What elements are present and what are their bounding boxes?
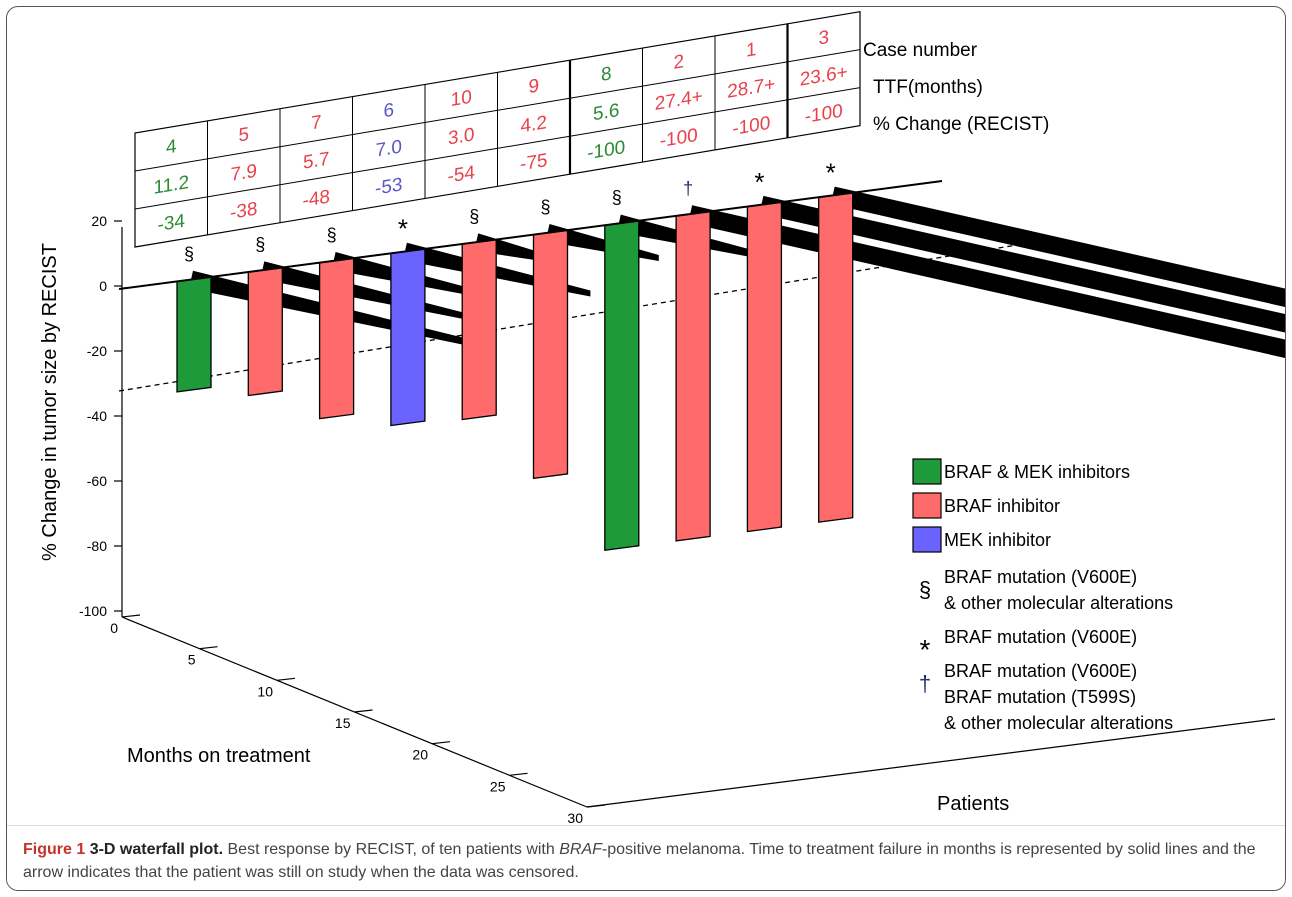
table-case-number: 3 — [818, 27, 829, 50]
legend-marker-text: & other molecular alterations — [944, 593, 1173, 613]
z-tick-label: 0 — [110, 620, 118, 636]
ttf-arrow — [759, 195, 1285, 333]
table-case-number: 9 — [528, 75, 539, 98]
legend-marker-symbol: * — [920, 634, 931, 665]
bar-3 — [818, 191, 854, 523]
mutation-marker: † — [683, 178, 693, 198]
legend-marker-symbol: § — [919, 577, 931, 602]
z-tick-label: 15 — [335, 715, 351, 731]
bar-9 — [532, 229, 569, 480]
z-tick-label: 5 — [188, 652, 196, 668]
caption-text-after: -positive melanoma. Time to treatment fa… — [23, 841, 1256, 881]
table-ttf: 7.0 — [376, 136, 402, 161]
z-tick-label: 10 — [257, 683, 273, 699]
figure-caption: Figure 1 3-D waterfall plot. Best respon… — [7, 825, 1285, 890]
y-tick-label: -20 — [87, 343, 107, 359]
legend-marker-text: BRAF mutation (T599S) — [944, 687, 1136, 707]
zero-line — [118, 180, 943, 290]
legend-label-braf: BRAF inhibitor — [944, 496, 1060, 516]
y-tick-label: -80 — [87, 538, 107, 554]
caption-italic: BRAF — [559, 841, 602, 858]
table-change: -53 — [375, 174, 402, 199]
mutation-marker: § — [255, 234, 265, 254]
legend-label-mek: MEK inhibitor — [944, 530, 1051, 550]
z-tick-label: 30 — [567, 810, 583, 825]
waterfall-chart: 200-20-40-60-80-100% Change in tumor siz… — [39, 10, 1285, 825]
mutation-marker: * — [398, 214, 408, 244]
table-ttf: 5.6 — [593, 100, 619, 125]
mutation-marker: * — [754, 167, 764, 197]
bar-6 — [390, 248, 426, 427]
x-axis-title: Patients — [937, 793, 1009, 815]
legend-swatch-braf — [912, 492, 942, 519]
ttf-arrow — [830, 186, 1285, 307]
caption-text-before: Best response by RECIST, of ten patients… — [223, 841, 560, 858]
table-case-number: 5 — [238, 124, 249, 147]
legend-marker-text: BRAF mutation (V600E) — [944, 567, 1137, 587]
table-ttf: 7.9 — [231, 161, 257, 186]
y-tick-label: -100 — [79, 603, 107, 619]
table-row-label-ttf: TTF(months) — [873, 77, 983, 98]
table-change: -48 — [303, 186, 330, 211]
y-tick-label: -40 — [87, 408, 107, 424]
table-change: -38 — [230, 199, 257, 224]
table-ttf: 5.7 — [303, 149, 329, 174]
legend-swatch-mek — [912, 526, 942, 553]
bar-2 — [675, 210, 711, 542]
z-axis-title: Months on treatment — [127, 745, 311, 767]
table-case-number: 8 — [601, 63, 612, 86]
table-ttf: 4.2 — [521, 112, 547, 137]
legend-marker-symbol: † — [919, 671, 931, 696]
mutation-marker: § — [612, 188, 622, 208]
table-case-number: 2 — [673, 51, 684, 74]
z-tick — [199, 646, 218, 650]
bar-7 — [318, 257, 355, 420]
bar-10 — [461, 238, 497, 421]
y-tick-label: 0 — [99, 278, 107, 294]
case-table: 411.2-3457.9-3875.7-4867.0-53103.0-5494.… — [134, 10, 861, 248]
y-tick-label: -60 — [87, 473, 107, 489]
table-row-label-case: Case number — [863, 40, 978, 61]
table-case-number: 6 — [383, 100, 394, 123]
legend-label-braf_mek: BRAF & MEK inhibitors — [944, 462, 1130, 482]
z-tick — [276, 677, 296, 681]
z-tick — [354, 709, 373, 713]
z-tick-label: 20 — [412, 747, 428, 763]
table-change: -54 — [448, 162, 476, 188]
caption-title: 3-D waterfall plot. — [89, 841, 224, 858]
table-case-number: 7 — [311, 112, 322, 135]
table-row-label-change: % Change (RECIST) — [873, 114, 1049, 135]
z-tick-label: 25 — [490, 778, 506, 794]
z-tick — [121, 614, 141, 618]
legend-marker-text: BRAF mutation (V600E) — [944, 661, 1137, 681]
table-case-number: 1 — [746, 39, 757, 62]
y-tick-label: 20 — [91, 213, 107, 229]
table-change: -34 — [158, 211, 186, 237]
y-axis-title: % Change in tumor size by RECIST — [39, 243, 61, 561]
table-ttf: 3.0 — [448, 124, 474, 149]
legend-swatch-braf_mek — [912, 458, 942, 485]
mutation-marker: § — [540, 197, 550, 217]
mutation-marker: § — [184, 244, 194, 264]
bar-4 — [176, 276, 212, 393]
x-axis-line — [586, 718, 1276, 808]
figure-frame: 20 0 -20 -40 -60 -80 -100% Change in tumor siz… — [6, 6, 1286, 891]
mutation-marker: § — [327, 225, 337, 245]
table-case-number: 10 — [451, 87, 472, 111]
z-tick — [509, 772, 528, 776]
mutation-marker: * — [826, 158, 836, 188]
legend-marker-text: BRAF mutation (V600E) — [944, 627, 1137, 647]
table-change: -75 — [520, 150, 547, 175]
table-case-number: 4 — [166, 136, 177, 159]
z-tick — [431, 741, 451, 745]
caption-label: Figure 1 — [23, 841, 86, 858]
bar-8 — [604, 220, 640, 551]
legend-marker-text: & other molecular alterations — [944, 713, 1173, 733]
bar-1 — [746, 201, 783, 533]
bar-5 — [247, 266, 283, 397]
mutation-marker: § — [469, 206, 479, 226]
